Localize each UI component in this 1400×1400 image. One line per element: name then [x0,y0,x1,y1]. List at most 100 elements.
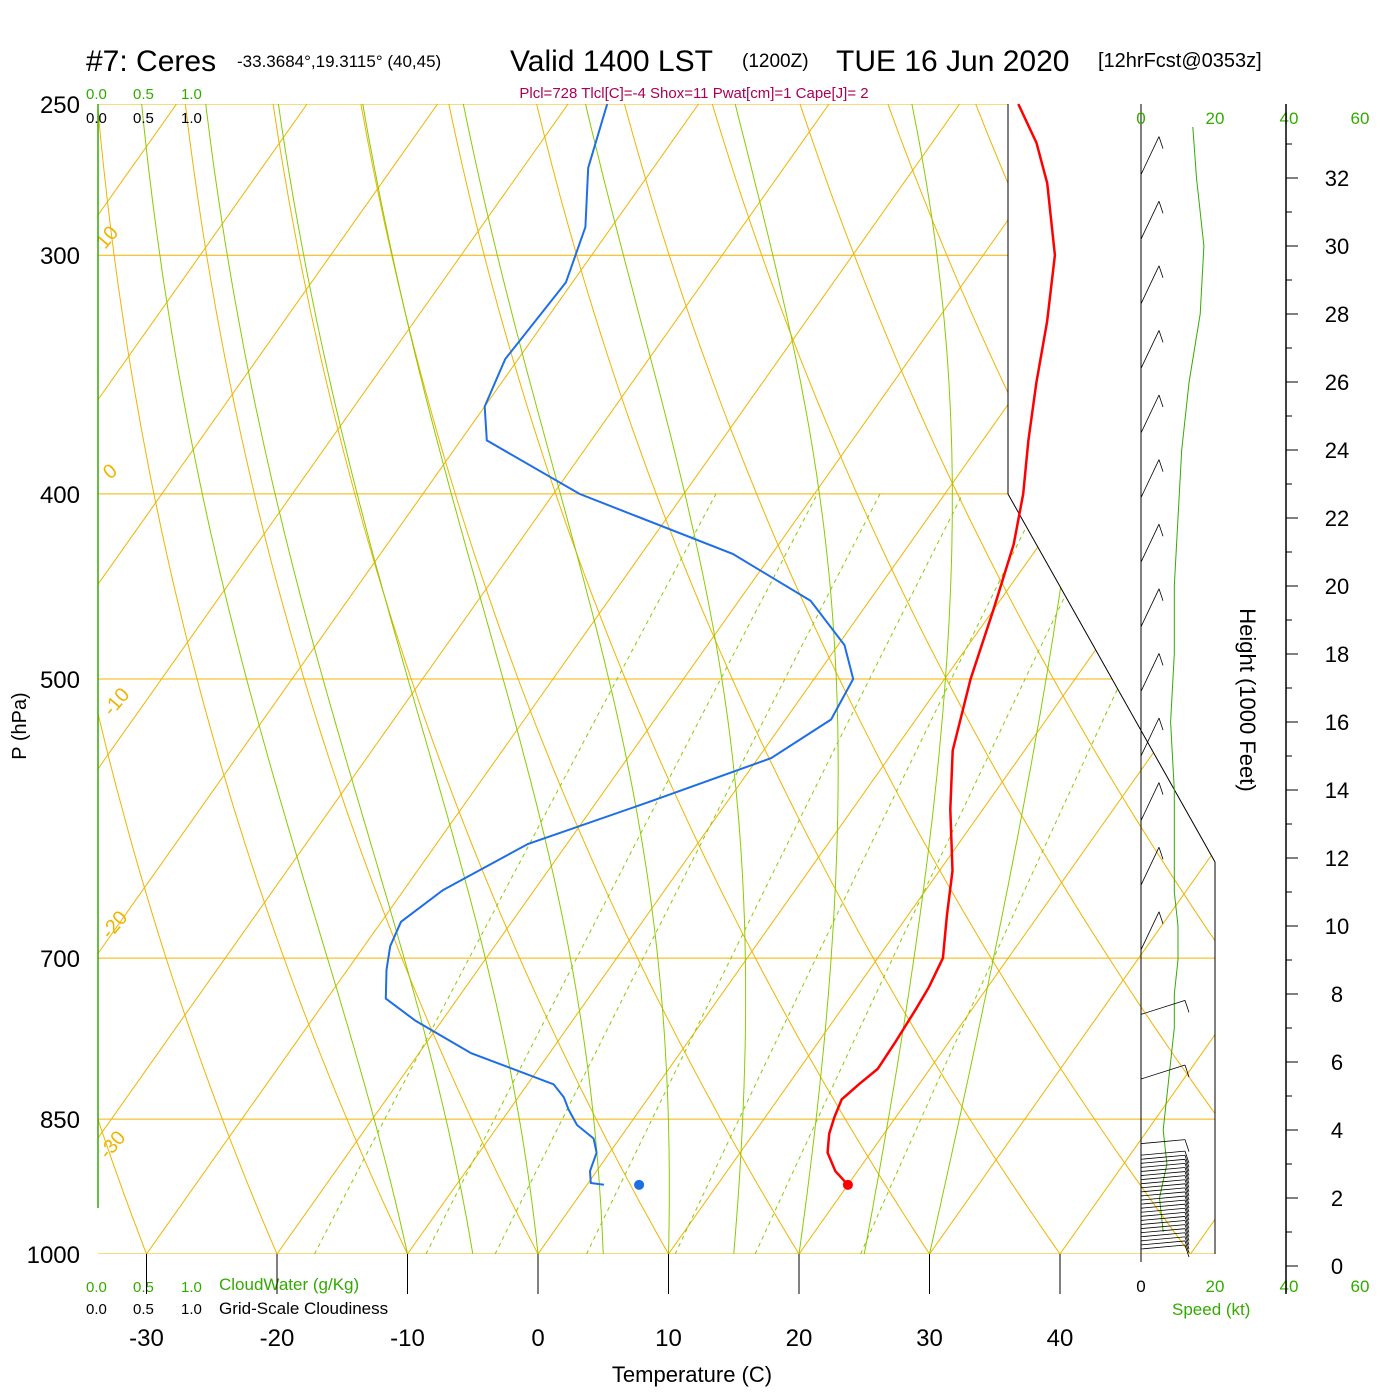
wind-barb [1140,1154,1186,1160]
isotherm-line [929,104,1215,1254]
moist-adiabat-line [205,104,474,1254]
isotherm-label: 0 [99,460,122,484]
height-tick-label: 26 [1325,370,1349,395]
wind-barb-flag [1158,524,1164,537]
mixing-ratio-line [674,493,1043,1254]
height-tick-label: 18 [1325,642,1349,667]
profiles [384,103,1057,1190]
isotherm-label: -10 [99,684,134,720]
wind-barb-flag [1184,1171,1190,1184]
height-tick-label: 16 [1325,710,1349,735]
cloud-bottom-green-0: 0.0 [86,1279,107,1296]
mixing-ratio-line [494,493,881,1254]
height-tick-label: 0 [1331,1254,1343,1279]
cloud-axes: 0.0 0.5 1.0 0.0 0.5 1.0 0.0 0.5 1.0 Clou… [86,86,388,1318]
station-name: #7: Ceres [86,45,216,78]
height-axis-label: Height (1000 Feet) [1235,608,1260,791]
temperature-axis: -30 -20 -10 0 10 20 30 40 [129,1254,1073,1352]
chart-header: #7: Ceres -33.3684°,19.3115° (40,45) Val… [86,45,1262,102]
wind-barb-flag [1184,1216,1190,1229]
wind-barb [1140,717,1160,757]
dry-adiabat-line [267,104,693,1254]
isotherm-line [1321,104,1400,1254]
surface-dewpoint-dot [634,1179,645,1190]
wind-barb [1140,1199,1186,1205]
wind-barb [1140,1195,1186,1201]
cloud-bottom-black-2: 1.0 [181,1301,202,1318]
dry-adiabat-line [701,104,1215,1254]
wind-barb-flag [1184,1155,1190,1168]
pressure-tick-label: 300 [40,243,80,270]
wind-barb-flag [1184,1204,1190,1217]
wind-barb [1140,1207,1186,1213]
cloud-bottom-green-2: 1.0 [181,1279,202,1296]
wind-barb [1140,1163,1186,1168]
dry-adiabat-line [875,104,1215,1254]
plot-boundary [1007,104,1216,1254]
height-tick-label: 14 [1325,778,1349,803]
moist-adiabat-line [734,104,839,1254]
height-tick-label: 28 [1325,302,1349,327]
moist-adiabat-line [585,104,747,1254]
pressure-axis: 250 300 400 500 700 850 1000 [27,92,80,1269]
wind-barb-flag [1184,1199,1190,1213]
dry-adiabat-line [98,104,296,1254]
pressure-tick-label: 250 [40,92,80,119]
wind-barb [1140,524,1160,563]
moist-adiabat-line [462,104,670,1254]
height-tick-label: 30 [1325,234,1349,259]
wind-barb-flag [1184,1236,1190,1249]
isotherm-label: 0 [1014,324,1038,347]
pressure-tick-label: 1000 [27,1242,80,1269]
wind-barb-flag [1184,1159,1190,1172]
wind-barb [1140,1191,1186,1197]
valid-date: TUE 16 Jun 2020 [836,45,1069,78]
wind-barb-flag [1184,1187,1190,1201]
cloud-top-black-0: 0.0 [86,110,107,127]
wind-barb [1140,1203,1186,1209]
mixing-ratio-line [314,493,717,1254]
mixing-ratio-line [754,493,1115,1254]
wind-barb-flag [1184,1232,1190,1245]
wind-barb [1140,136,1160,175]
height-tick-label: 2 [1331,1186,1343,1211]
dry-adiabat-line [98,104,428,1254]
dry-adiabat-line [441,104,957,1254]
wind-barb [1140,1244,1186,1250]
temperature-tick-label: 30 [916,1325,943,1352]
height-tick-label: 20 [1325,574,1349,599]
wind-barb-flag [1158,394,1164,408]
wind-barb-flag [1158,782,1164,795]
cloud-bottom-black-1: 0.5 [133,1301,154,1318]
wind-barb-flag [1184,1208,1190,1221]
mixing-ratio-label: 2 [429,1263,450,1282]
pressure-tick-label: 500 [40,667,80,694]
wind-barb [1140,847,1160,886]
height-tick-label: 8 [1331,982,1343,1007]
wind-barb [1140,1236,1186,1242]
dry-adiabat-line [98,104,163,1254]
wind-barb-flag [1184,1212,1190,1225]
wind-barb-flag [1184,1195,1190,1209]
wind-barb-flag [1184,1000,1190,1013]
isotherm-label: 20 [1117,630,1148,661]
wind-barb-flag [1184,1191,1190,1205]
wind-barb-flag [1184,1244,1190,1258]
cloud-top-green-0: 0.0 [86,86,107,103]
wind-barb-flag [1184,1228,1190,1241]
wind-barb [1140,1224,1186,1229]
wind-barb [1140,1211,1186,1217]
wind-barb-flag [1184,1179,1190,1192]
wind-barb-flag [1158,911,1164,924]
station-coords: -33.3684°,19.3115° (40,45) [237,52,441,71]
isotherm-line [98,104,438,1254]
cloud-top-green-1: 0.5 [133,86,154,103]
speed-tick-label: 40 [1280,1277,1299,1296]
mixing-ratio-label: 5 [589,1263,610,1282]
wind-barb [1140,1232,1186,1238]
mixing-ratio-label: 8 [679,1263,700,1282]
cloud-top-black-1: 0.5 [133,110,154,127]
wind-barb [1140,1187,1186,1193]
indices-line: Plcl=728 Tlcl[C]=-4 Shox=11 Pwat[cm]=1 C… [519,85,868,102]
